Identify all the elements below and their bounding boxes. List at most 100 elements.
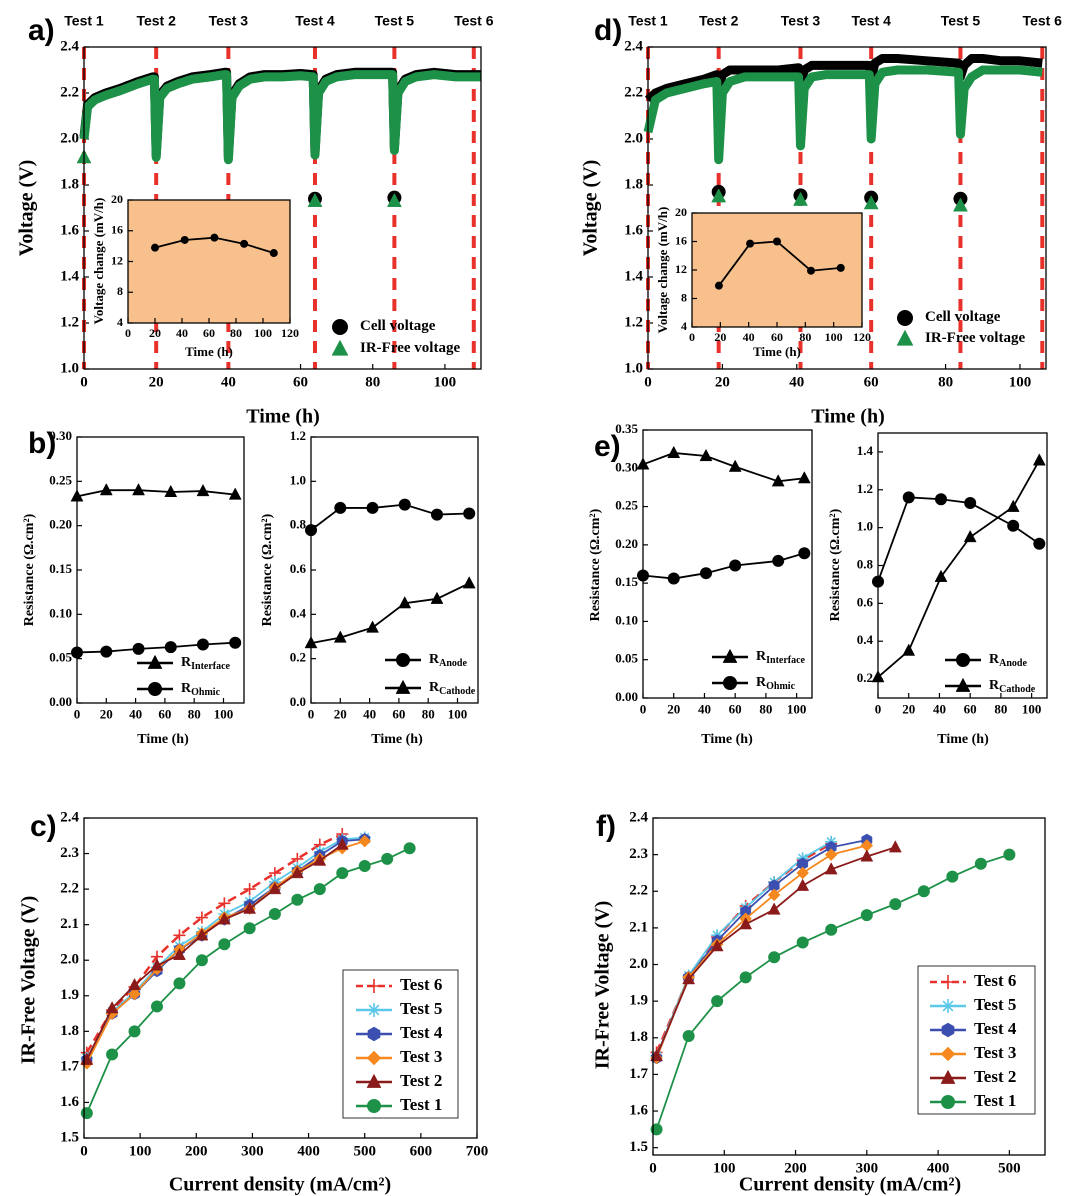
marker bbox=[739, 971, 752, 984]
plot: 0 20 40 60 80 100 0.2 0.4 0.6 0.8 1.0 1.2 1.4 Time (h… bbox=[828, 432, 1048, 747]
legend-name: R bbox=[989, 652, 1000, 667]
marker bbox=[196, 483, 210, 497]
x-tick-label: 20 bbox=[902, 701, 915, 716]
legend-marker bbox=[366, 1050, 382, 1066]
x-tick-label: 100 bbox=[129, 1144, 152, 1160]
series-line bbox=[76, 489, 236, 498]
legend-marker bbox=[941, 1022, 955, 1038]
marker bbox=[860, 849, 874, 862]
x-tick-label: 40 bbox=[933, 701, 946, 716]
marker bbox=[150, 958, 164, 971]
x-tick-label: 60 bbox=[203, 326, 215, 340]
plot-background bbox=[692, 213, 862, 327]
x-axis-label: Time (h) bbox=[371, 732, 423, 747]
x-tick-label: 20 bbox=[714, 330, 726, 344]
legend-name: IR-Free voltage bbox=[925, 330, 1025, 346]
marker bbox=[164, 484, 178, 498]
legend-label: IR-Free voltage bbox=[360, 340, 460, 356]
x-tick-label: 400 bbox=[297, 1144, 320, 1160]
x-tick-label: 100 bbox=[448, 706, 468, 721]
legend-name: Test 5 bbox=[974, 995, 1016, 1014]
x-tick-label: 0 bbox=[74, 706, 81, 721]
y-tick-label: 2.4 bbox=[624, 38, 643, 54]
voltage-curve bbox=[644, 54, 1043, 104]
legend-label: Test 2 bbox=[400, 1071, 442, 1090]
test-label: Test 5 bbox=[941, 13, 981, 29]
y-tick-label: 1.6 bbox=[624, 222, 643, 238]
marker bbox=[946, 870, 959, 883]
marker bbox=[128, 987, 141, 1001]
marker bbox=[173, 929, 186, 942]
marker bbox=[240, 239, 249, 248]
y-tick-label: 0.25 bbox=[615, 498, 638, 513]
marker bbox=[366, 501, 379, 514]
legend-marker bbox=[367, 1026, 381, 1042]
marker bbox=[682, 972, 696, 985]
x-tick-label: 60 bbox=[293, 375, 308, 391]
x-tick-label: 120 bbox=[853, 330, 871, 344]
y-tick-label: 0.2 bbox=[290, 650, 306, 665]
marker bbox=[953, 197, 968, 212]
y-tick-label: 2.0 bbox=[624, 130, 643, 146]
legend-name: Test 6 bbox=[400, 975, 442, 994]
marker bbox=[228, 487, 242, 500]
marker bbox=[824, 848, 838, 861]
y-tick-label: 2.0 bbox=[629, 956, 648, 972]
y-tick-label: 0.2 bbox=[857, 670, 873, 685]
plot-frame bbox=[310, 436, 479, 704]
legend-marker bbox=[367, 1003, 381, 1017]
y-tick-label: 1.7 bbox=[629, 1066, 648, 1082]
y-tick-label: 0.10 bbox=[615, 612, 638, 627]
marker bbox=[243, 922, 256, 935]
test-label: Test 1 bbox=[628, 13, 668, 29]
marker bbox=[797, 471, 811, 484]
x-tick-label: 200 bbox=[784, 1161, 807, 1177]
x-tick-label: 300 bbox=[856, 1161, 879, 1177]
legend-name: Cell voltage bbox=[925, 309, 1001, 325]
plot: 0 20 40 60 80 1001.01.21.41.61.82.02.22.4Test… bbox=[580, 13, 1063, 428]
legend-label: IR-Free voltage bbox=[925, 330, 1025, 346]
x-tick-label: 100 bbox=[825, 330, 843, 344]
x-tick-label: 100 bbox=[214, 706, 234, 721]
series-line bbox=[310, 582, 470, 645]
marker bbox=[798, 547, 811, 560]
x-tick-label: 600 bbox=[410, 1144, 433, 1160]
y-tick-label: 0.4 bbox=[857, 632, 874, 647]
marker bbox=[229, 636, 242, 649]
legend-name: Test 1 bbox=[400, 1095, 442, 1114]
x-tick-label: 400 bbox=[927, 1161, 950, 1177]
y-tick-label: 2.3 bbox=[629, 846, 648, 862]
plot: 0 20 40 60 80 1001.01.21.41.61.82.02.22.4Test… bbox=[16, 13, 494, 428]
series-line bbox=[655, 844, 868, 1059]
x-tick-label: 20 bbox=[149, 375, 164, 391]
marker bbox=[888, 840, 902, 853]
legend-label: Test 2 bbox=[974, 1067, 1016, 1086]
marker bbox=[173, 977, 186, 990]
x-tick-label: 40 bbox=[176, 326, 188, 340]
marker bbox=[333, 630, 347, 643]
x-tick-label: 300 bbox=[241, 1144, 264, 1160]
y-tick-label: 1.9 bbox=[60, 987, 79, 1003]
marker bbox=[902, 643, 916, 656]
x-tick-label: 500 bbox=[998, 1161, 1021, 1177]
legend-name: Test 5 bbox=[400, 999, 442, 1018]
y-tick-label: 2.4 bbox=[629, 809, 648, 825]
legend-label: Test 5 bbox=[974, 995, 1016, 1014]
panel-label: c) bbox=[30, 810, 57, 843]
x-tick-label: 120 bbox=[281, 326, 299, 340]
x-axis-label: Time (h) bbox=[246, 406, 320, 428]
legend-label: Cell voltage bbox=[925, 309, 1001, 325]
y-tick-label: 2.3 bbox=[60, 845, 79, 861]
x-axis-label: Time (h) bbox=[701, 732, 753, 747]
y-tick-label: 1.4 bbox=[60, 268, 79, 284]
marker bbox=[793, 191, 808, 206]
marker bbox=[934, 493, 947, 506]
y-tick-label: 0.6 bbox=[857, 594, 874, 609]
plot: 0 20 40 60 80 100 0.00 0.05 0.10 0.15 0.20 0.25 0.30… bbox=[22, 427, 245, 747]
x-tick-label: 60 bbox=[392, 706, 405, 721]
marker bbox=[105, 1001, 119, 1014]
marker bbox=[739, 917, 753, 930]
x-tick-label: 0 bbox=[875, 701, 882, 716]
legend-label: Test 5 bbox=[400, 999, 442, 1018]
